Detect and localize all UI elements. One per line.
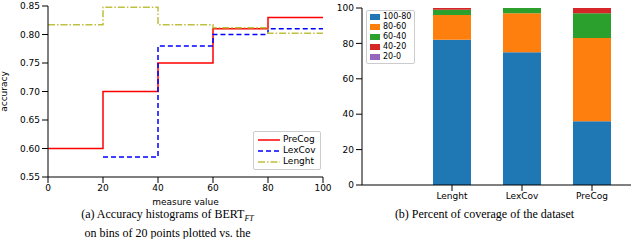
svg-text:LexCov: LexCov (506, 191, 539, 201)
html-text:80-60: 80-60 (383, 22, 407, 31)
html-text:60-40: 60-40 (383, 32, 407, 41)
html-text:20-0: 20-0 (383, 52, 402, 61)
svg-text:Lenght: Lenght (436, 191, 468, 201)
html-text:(b) Percent of coverage of the: (b) Percent of coverage of the dataset (394, 207, 575, 221)
svg-text:80: 80 (343, 39, 355, 49)
svg-text:PreCog: PreCog (576, 191, 608, 201)
svg-text:20: 20 (343, 145, 355, 155)
html-text:40-20: 40-20 (383, 42, 407, 51)
svg-text:0.60: 0.60 (20, 144, 40, 154)
svg-text:0: 0 (45, 183, 51, 193)
svg-text:0.85: 0.85 (20, 1, 40, 11)
svg-text:80: 80 (262, 183, 274, 193)
svg-text:100: 100 (337, 3, 354, 13)
svg-text:measure value: measure value (152, 197, 219, 205)
svg-text:accuracy: accuracy (0, 71, 9, 112)
svg-text:0.55: 0.55 (20, 172, 40, 182)
html-text:100-80: 100-80 (383, 12, 412, 21)
html-text:(a) Accuracy histograms of BER: (a) Accuracy histograms of BERTFT (81, 207, 254, 224)
svg-text:20: 20 (97, 183, 109, 193)
html-text:PreCog: PreCog (283, 134, 315, 144)
html-text:LexCov: LexCov (283, 145, 316, 155)
svg-text:0.80: 0.80 (20, 30, 40, 40)
html-text:Lenght: Lenght (283, 156, 314, 166)
svg-text:0.65: 0.65 (20, 115, 40, 125)
svg-text:40: 40 (152, 183, 164, 193)
svg-text:0.75: 0.75 (20, 58, 40, 68)
svg-text:0: 0 (348, 180, 354, 190)
svg-text:60: 60 (207, 183, 219, 193)
svg-text:100: 100 (314, 183, 331, 193)
svg-text:60: 60 (343, 74, 355, 84)
svg-text:0.70: 0.70 (20, 87, 40, 97)
svg-text:40: 40 (343, 109, 355, 119)
